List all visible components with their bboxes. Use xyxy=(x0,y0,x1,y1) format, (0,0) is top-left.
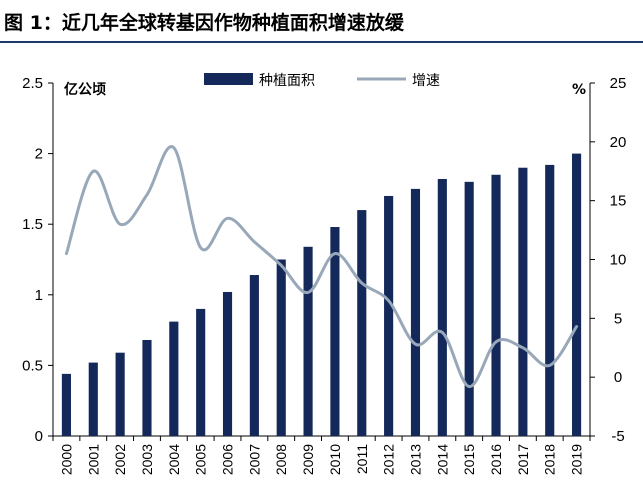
left-axis-unit-label: 亿公顷 xyxy=(64,81,106,98)
right-axis-tick-label: 0 xyxy=(614,369,622,386)
bar xyxy=(437,179,447,437)
x-axis-tick-label: 2005 xyxy=(193,444,209,475)
bar xyxy=(115,352,125,436)
right-axis-tick-label: 20 xyxy=(610,134,627,151)
bar xyxy=(169,321,179,436)
x-axis-tick-label: 2009 xyxy=(300,444,316,475)
x-axis-tick-label: 2014 xyxy=(434,444,450,475)
x-axis-tick-label: 2012 xyxy=(381,444,397,475)
left-axis-tick-label: 1 xyxy=(35,287,43,304)
x-axis-tick-label: 2016 xyxy=(488,444,504,475)
axis-labels: 0 0.5 1 1.5 2 2.5 -5 0 5 10 15 20 25 2000 2001 2002 2003… xyxy=(22,75,626,475)
left-axis-tick-label: 0.5 xyxy=(22,357,43,374)
x-axis-tick-label: 2004 xyxy=(166,444,182,475)
bar xyxy=(196,308,206,436)
x-axis-tick-label: 2006 xyxy=(220,444,236,475)
left-axis-tick-label: 0 xyxy=(35,428,43,445)
bar xyxy=(142,339,152,436)
title-divider xyxy=(0,41,643,43)
right-axis-tick-label: -5 xyxy=(611,428,624,445)
bar xyxy=(410,188,421,436)
x-axis-tick-label: 2007 xyxy=(246,444,262,475)
x-axis-tick-label: 2003 xyxy=(139,444,155,475)
bar xyxy=(330,227,340,436)
right-axis-tick-label: 25 xyxy=(610,75,627,92)
x-axis-tick-label: 2001 xyxy=(85,444,101,475)
right-axis-tick-label: 10 xyxy=(610,252,627,269)
legend-bar-swatch xyxy=(204,73,253,85)
bar xyxy=(518,167,528,436)
bar xyxy=(384,195,394,436)
bar xyxy=(464,181,474,436)
x-axis-tick-label: 2018 xyxy=(542,444,558,475)
bar xyxy=(249,275,259,436)
right-axis-unit-label: % xyxy=(572,82,586,98)
growth-line xyxy=(64,145,579,389)
right-axis-tick-label: 15 xyxy=(610,193,627,210)
right-axis-tick-label: 5 xyxy=(614,310,622,327)
left-axis-tick-label: 2 xyxy=(35,146,43,163)
bar xyxy=(222,291,233,436)
x-axis-tick-label: 2002 xyxy=(112,444,128,475)
x-axis-tick-label: 2011 xyxy=(354,444,370,474)
x-axis-tick-label: 2013 xyxy=(407,444,423,475)
bar xyxy=(572,153,582,436)
x-axis-tick-label: 2000 xyxy=(58,444,74,475)
x-axis-tick-label: 2019 xyxy=(569,444,585,475)
x-axis-tick-label: 2015 xyxy=(461,444,477,475)
legend-line-label: 增速 xyxy=(412,73,440,89)
bar-series xyxy=(61,153,582,437)
bar xyxy=(61,373,71,436)
combo-chart: 0 0.5 1 1.5 2 2.5 -5 0 5 10 15 20 25 2000 2001 2002 2003… xyxy=(22,73,626,475)
x-axis-tick-label: 2008 xyxy=(273,444,289,475)
figure-header: 图 1：近几年全球转基因作物种植面积增速放缓 xyxy=(0,0,643,44)
left-axis-tick-label: 2.5 xyxy=(22,75,43,92)
x-axis-tick-label: 2010 xyxy=(327,444,343,475)
bar xyxy=(357,210,367,436)
chart-legend: 种植面积 增速 xyxy=(204,73,440,89)
bar xyxy=(491,174,501,436)
left-axis-tick-label: 1.5 xyxy=(22,216,43,233)
bar xyxy=(276,259,286,436)
line-series xyxy=(64,145,579,389)
bar xyxy=(545,164,555,436)
legend-bar-label: 种植面积 xyxy=(259,73,315,89)
figure-title: 图 1：近几年全球转基因作物种植面积增速放缓 xyxy=(4,12,404,34)
bar xyxy=(88,362,98,436)
x-axis-tick-label: 2017 xyxy=(515,444,531,475)
bar xyxy=(303,246,313,436)
chart-axes xyxy=(48,82,595,441)
